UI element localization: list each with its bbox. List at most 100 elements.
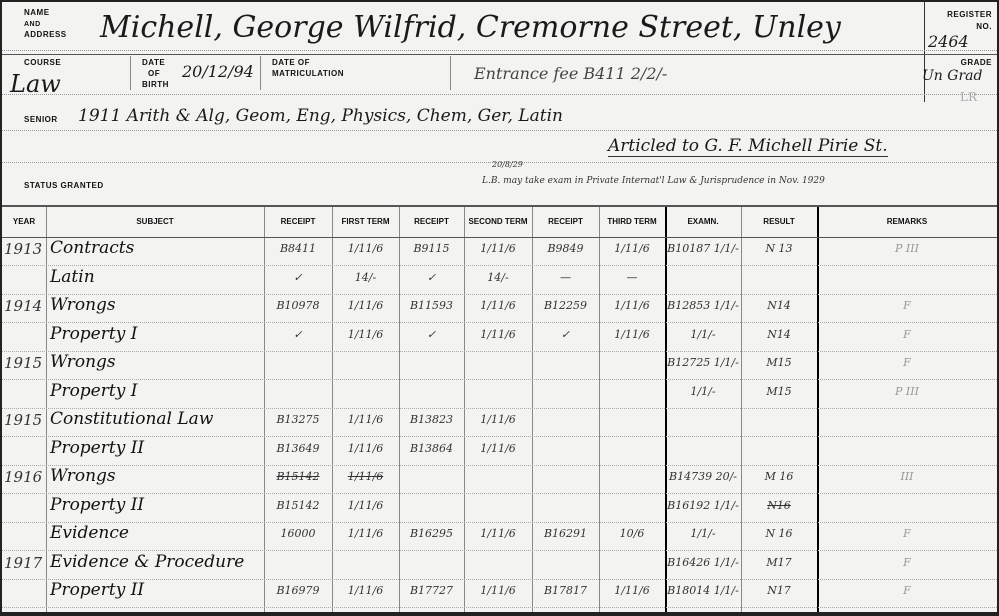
table-row: 1917 Evidence & Procedure B16426 1/1/- M17 F bbox=[2, 552, 997, 580]
result-cell: N16 bbox=[767, 498, 791, 512]
divider bbox=[2, 162, 997, 163]
date-label: Date bbox=[142, 58, 166, 67]
column-header: Remarks bbox=[886, 217, 928, 226]
third-term-cell: 10/6 bbox=[619, 527, 645, 540]
examination-cell: 1/1/- bbox=[690, 384, 716, 398]
column-divider bbox=[665, 207, 667, 612]
receipt-2-cell: B9115 bbox=[413, 242, 450, 255]
result-cell: M 16 bbox=[764, 470, 794, 483]
second-term-cell: 1/11/6 bbox=[480, 584, 516, 597]
remarks-grade-cell: F bbox=[903, 299, 911, 312]
result-cell: N 13 bbox=[765, 242, 793, 255]
remarks-grade-cell: III bbox=[900, 470, 914, 483]
status-date: 20/8/29 bbox=[492, 160, 523, 169]
grade-label: Grade bbox=[960, 58, 992, 67]
first-term-cell: 1/11/6 bbox=[347, 498, 384, 512]
register-number: 2464 bbox=[928, 32, 969, 51]
result-cell: M15 bbox=[766, 356, 792, 369]
table-row: 1915 Constitutional Law B13275 1/11/6 B13823… bbox=[2, 409, 997, 437]
examination-cell: B12853 1/1/- bbox=[667, 299, 739, 312]
table-row: 1913 Contracts B8411 1/11/6 B9115 1/11/6 B9849… bbox=[2, 238, 997, 266]
receipt-1-cell: 16000 bbox=[280, 527, 316, 540]
first-term-cell: 1/11/6 bbox=[347, 470, 384, 483]
second-term-cell: 1/11/6 bbox=[480, 299, 516, 312]
second-term-cell: 1/11/6 bbox=[480, 327, 516, 341]
column-header: Receipt bbox=[280, 217, 316, 226]
third-term-cell: 1/11/6 bbox=[614, 242, 650, 255]
table-row: Property I ✓ 1/11/6 ✓ 1/11/6 ✓ 1/11/6 1/1/- N14 F bbox=[2, 324, 997, 352]
name-address-value: Michell, George Wilfrid, Cremorne Street… bbox=[100, 10, 841, 45]
receipt-3-cell: B17817 bbox=[543, 584, 588, 597]
remarks-grade-cell: F bbox=[903, 327, 911, 341]
column-divider bbox=[741, 207, 742, 612]
first-term-cell: 1/11/6 bbox=[347, 327, 384, 341]
table-row: 1916 Wrongs B15142 1/11/6 B14739 20/- M 16 III bbox=[2, 466, 997, 494]
year-cell: 1917 bbox=[4, 553, 43, 572]
remarks-grade-cell: F bbox=[903, 584, 911, 597]
receipt-3-cell: B9849 bbox=[547, 242, 584, 255]
remarks-grade-cell: P III bbox=[895, 242, 919, 255]
receipt-1-cell: B16979 bbox=[276, 584, 320, 597]
receipt-2-cell: B17727 bbox=[409, 584, 454, 597]
column-divider bbox=[464, 207, 465, 612]
receipt-2-cell: ✓ bbox=[426, 327, 437, 341]
table-row: Property I 1/1/- M15 P III bbox=[2, 381, 997, 409]
examination-cell: B16192 1/1/- bbox=[667, 498, 739, 512]
column-header: Receipt bbox=[548, 217, 583, 226]
third-term-cell: 1/11/6 bbox=[614, 584, 650, 597]
receipt-2-cell: B13864 bbox=[409, 441, 454, 455]
divider bbox=[2, 54, 997, 55]
table-row: Property II B16979 1/11/6 B17727 1/11/6 B1781… bbox=[2, 580, 997, 608]
subject-cell: Property II bbox=[50, 580, 145, 600]
receipt-2-cell: ✓ bbox=[426, 270, 437, 284]
examination-cell: B18014 1/1/- bbox=[667, 584, 739, 597]
remarks-grade-cell: P III bbox=[895, 384, 919, 398]
result-cell: N14 bbox=[767, 299, 791, 312]
divider bbox=[260, 56, 261, 90]
first-term-cell: 1/11/6 bbox=[347, 441, 384, 455]
status-note: L.B. may take exam in Private Internat'l… bbox=[482, 176, 825, 186]
third-term-cell: — bbox=[626, 270, 638, 284]
first-term-cell: 1/11/6 bbox=[347, 584, 384, 597]
column-header: Year bbox=[12, 217, 36, 226]
subject-cell: Wrongs bbox=[50, 295, 116, 315]
divider bbox=[2, 205, 997, 207]
receipt-2-cell: B11593 bbox=[409, 299, 454, 312]
examination-cell: 1/1/- bbox=[690, 327, 716, 341]
receipt-3-cell: ✓ bbox=[560, 327, 571, 341]
subject-cell: Constitutional Law bbox=[50, 409, 214, 429]
column-divider bbox=[332, 207, 333, 612]
result-cell: N17 bbox=[767, 584, 791, 597]
year-cell: 1915 bbox=[4, 354, 43, 372]
examination-cell: B12725 1/1/- bbox=[667, 356, 739, 369]
grade-value: Un Grad bbox=[922, 68, 983, 84]
receipt-3-cell: B16291 bbox=[543, 527, 588, 540]
divider bbox=[2, 237, 997, 238]
grade-note: LR bbox=[960, 90, 978, 104]
column-header: Third Term bbox=[607, 217, 657, 226]
second-term-cell: 1/11/6 bbox=[480, 527, 516, 540]
column-header: Second Term bbox=[468, 217, 528, 226]
second-term-cell: 1/11/6 bbox=[480, 413, 516, 426]
result-cell: N14 bbox=[767, 327, 791, 341]
articled-note: Articled to G. F. Michell Pirie St. bbox=[608, 136, 888, 157]
table-row: Evidence 16000 1/11/6 B16295 1/11/6 B16291 10/… bbox=[2, 523, 997, 551]
subject-cell: Evidence & Procedure bbox=[50, 551, 245, 572]
year-cell: 1913 bbox=[4, 240, 43, 258]
column-header: Examn. bbox=[687, 217, 719, 226]
subject-cell: Latin bbox=[50, 266, 95, 287]
divider bbox=[450, 56, 451, 90]
receipt-1-cell: B10978 bbox=[276, 299, 320, 312]
birth-label: Birth bbox=[142, 80, 169, 89]
year-cell: 1915 bbox=[4, 411, 43, 429]
second-term-cell: 1/11/6 bbox=[480, 242, 516, 255]
date-of-birth: 20/12/94 bbox=[182, 62, 254, 81]
senior-subjects: 1911 Arith & Alg, Geom, Eng, Physics, Ch… bbox=[78, 106, 563, 126]
subject-cell: Property I bbox=[50, 323, 138, 344]
examination-cell: B14739 20/- bbox=[669, 470, 737, 483]
date-of-label: Date of bbox=[272, 58, 311, 67]
column-divider bbox=[599, 207, 600, 612]
first-term-cell: 14/- bbox=[354, 270, 377, 284]
year-cell: 1916 bbox=[4, 468, 43, 486]
